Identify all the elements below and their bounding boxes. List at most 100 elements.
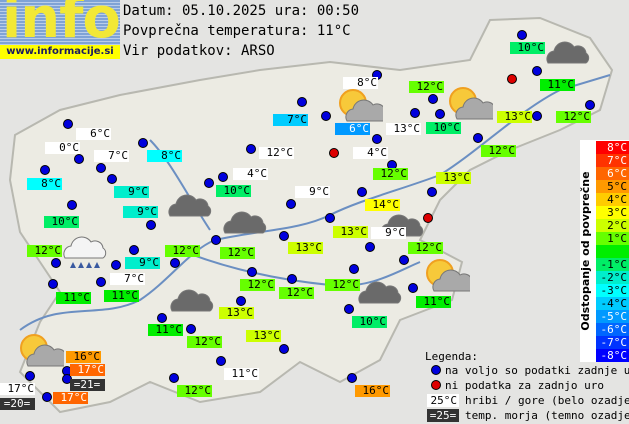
station-dot-available[interactable] bbox=[347, 373, 357, 383]
scale-row: -6°C bbox=[596, 323, 629, 336]
station-dot-available[interactable] bbox=[399, 255, 409, 265]
station-dot-available[interactable] bbox=[186, 324, 196, 334]
station-dot-available[interactable] bbox=[344, 304, 354, 314]
red-dot-icon bbox=[431, 380, 441, 390]
station-dot-available[interactable] bbox=[279, 231, 289, 241]
station-dot-available[interactable] bbox=[325, 213, 335, 223]
station-dot-missing[interactable] bbox=[507, 74, 517, 84]
station-dot-missing[interactable] bbox=[329, 148, 339, 158]
station-dot-available[interactable] bbox=[42, 392, 52, 402]
station-dot-available[interactable] bbox=[218, 172, 228, 182]
station-dot-available[interactable] bbox=[25, 371, 35, 381]
station-dot-available[interactable] bbox=[349, 264, 359, 274]
temperature-label: 12°C bbox=[165, 245, 200, 257]
temperature-label: 12°C bbox=[240, 279, 275, 291]
temperature-label: 10°C bbox=[510, 42, 545, 54]
station-dot-available[interactable] bbox=[247, 267, 257, 277]
sea-temperature-label: =20= bbox=[0, 398, 35, 410]
sun-cloud-icon bbox=[420, 257, 476, 299]
station-dot-available[interactable] bbox=[279, 344, 289, 354]
station-dot-available[interactable] bbox=[211, 235, 221, 245]
station-dot-available[interactable] bbox=[40, 165, 50, 175]
station-dot-available[interactable] bbox=[138, 138, 148, 148]
temperature-label: 12°C bbox=[373, 168, 408, 180]
temperature-label: 12°C bbox=[556, 111, 591, 123]
station-dot-available[interactable] bbox=[169, 373, 179, 383]
legend-sea-text: temp. morja (temno ozadje) bbox=[465, 409, 629, 422]
river bbox=[179, 249, 421, 287]
station-dot-available[interactable] bbox=[435, 109, 445, 119]
station-dot-available[interactable] bbox=[287, 274, 297, 284]
station-dot-available[interactable] bbox=[321, 111, 331, 121]
station-dot-available[interactable] bbox=[236, 296, 246, 306]
sun-cloud-icon bbox=[14, 332, 70, 374]
station-dot-available[interactable] bbox=[473, 133, 483, 143]
station-dot-available[interactable] bbox=[365, 242, 375, 252]
temperature-label: 16°C bbox=[355, 385, 390, 397]
temperature-label: 7°C bbox=[110, 273, 145, 285]
station-dot-available[interactable] bbox=[107, 174, 117, 184]
scale-row: -8°C bbox=[596, 349, 629, 362]
station-dot-available[interactable] bbox=[67, 200, 77, 210]
station-dot-available[interactable] bbox=[357, 187, 367, 197]
station-dot-available[interactable] bbox=[96, 163, 106, 173]
scale-row: 7°C bbox=[596, 154, 629, 167]
rain-cloud-icon bbox=[61, 232, 111, 274]
station-dot-available[interactable] bbox=[204, 178, 214, 188]
station-dot-available[interactable] bbox=[216, 356, 226, 366]
station-dot-available[interactable] bbox=[297, 97, 307, 107]
temperature-label: 11°C bbox=[416, 296, 451, 308]
station-dot-available[interactable] bbox=[74, 154, 84, 164]
cloud-icon bbox=[221, 207, 271, 249]
temperature-label: 13°C bbox=[497, 111, 532, 123]
temperature-label: 12°C bbox=[409, 81, 444, 93]
temperature-label: 17°C bbox=[70, 364, 105, 376]
site-url[interactable]: www.informacije.si bbox=[0, 45, 120, 59]
temperature-label: 7°C bbox=[94, 150, 129, 162]
temperature-label: 12°C bbox=[279, 287, 314, 299]
blue-dot-icon bbox=[431, 365, 441, 375]
temperature-label: 11°C bbox=[104, 290, 139, 302]
scale-row bbox=[596, 245, 629, 258]
station-dot-available[interactable] bbox=[532, 111, 542, 121]
station-dot-available[interactable] bbox=[129, 245, 139, 255]
data-source-line: Vir podatkov: ARSO bbox=[123, 43, 275, 59]
station-dot-available[interactable] bbox=[63, 119, 73, 129]
temperature-label: 12°C bbox=[259, 147, 294, 159]
scale-row: -2°C bbox=[596, 271, 629, 284]
temperature-label: 11°C bbox=[224, 368, 259, 380]
station-dot-available[interactable] bbox=[48, 279, 58, 289]
station-dot-available[interactable] bbox=[157, 313, 167, 323]
scale-row: 3°C bbox=[596, 206, 629, 219]
temperature-label: 12°C bbox=[187, 336, 222, 348]
temperature-label: 7°C bbox=[273, 114, 308, 126]
cloud-icon bbox=[166, 190, 216, 232]
station-dot-available[interactable] bbox=[111, 260, 121, 270]
temperature-label: 13°C bbox=[246, 330, 281, 342]
station-dot-available[interactable] bbox=[372, 134, 382, 144]
station-dot-available[interactable] bbox=[146, 220, 156, 230]
station-dot-available[interactable] bbox=[517, 30, 527, 40]
station-dot-available[interactable] bbox=[286, 199, 296, 209]
station-dot-available[interactable] bbox=[170, 258, 180, 268]
station-dot-available[interactable] bbox=[410, 108, 420, 118]
station-dot-available[interactable] bbox=[96, 277, 106, 287]
station-dot-missing[interactable] bbox=[423, 213, 433, 223]
logo[interactable]: info bbox=[0, 0, 120, 45]
cloud-icon bbox=[168, 285, 218, 327]
temperature-label: 12°C bbox=[408, 242, 443, 254]
station-dot-available[interactable] bbox=[246, 144, 256, 154]
temperature-label: 13°C bbox=[219, 307, 254, 319]
station-dot-available[interactable] bbox=[408, 283, 418, 293]
temperature-label: 8°C bbox=[27, 178, 62, 190]
station-dot-available[interactable] bbox=[427, 187, 437, 197]
station-dot-available[interactable] bbox=[428, 94, 438, 104]
station-dot-available[interactable] bbox=[51, 258, 61, 268]
station-dot-available[interactable] bbox=[585, 100, 595, 110]
temperature-label: 9°C bbox=[123, 206, 158, 218]
scale-row: 1°C bbox=[596, 232, 629, 245]
cloud-icon bbox=[544, 37, 594, 79]
station-dot-available[interactable] bbox=[532, 66, 542, 76]
scale-row: -1°C bbox=[596, 258, 629, 271]
temperature-label: 13°C bbox=[436, 172, 471, 184]
